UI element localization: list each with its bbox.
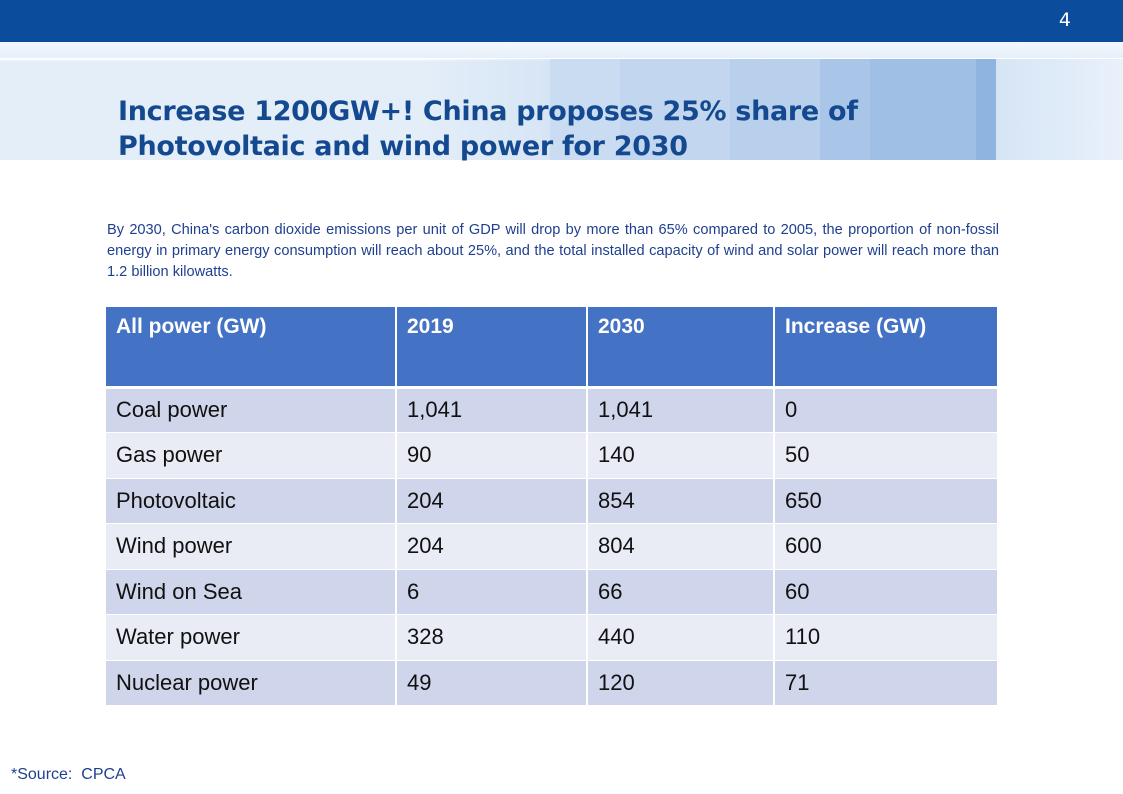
cell-2019: 204 [396, 523, 588, 570]
cell-2019: 49 [396, 660, 588, 706]
cell-type: Coal power [106, 387, 397, 433]
cell-2019: 328 [396, 614, 588, 661]
cell-increase: 0 [774, 387, 997, 433]
cell-2019: 90 [396, 432, 588, 479]
page-title: Increase 1200GW+! China proposes 25% sha… [118, 96, 858, 162]
intro-paragraph: By 2030, China's carbon dioxide emission… [107, 222, 999, 280]
cell-type: Photovoltaic [106, 478, 397, 524]
table-row: Wind power 204 804 600 [106, 523, 997, 570]
cell-type: Wind on Sea [106, 569, 397, 615]
cell-increase: 110 [774, 614, 997, 661]
cell-type: Water power [106, 614, 397, 661]
page-number: 4 [1058, 9, 1071, 31]
cell-2030: 440 [587, 614, 775, 661]
table-row: Water power 328 440 110 [106, 614, 997, 661]
header-2019: 2019 [396, 307, 588, 389]
cell-2030: 140 [587, 432, 775, 479]
power-capacity-table: All power (GW) 2019 2030 Increase (GW) C… [106, 307, 997, 706]
cell-2030: 854 [587, 478, 775, 524]
cell-2019: 204 [396, 478, 588, 524]
table-row: Wind on Sea 6 66 60 [106, 569, 997, 615]
cell-increase: 50 [774, 432, 997, 479]
cell-type: Wind power [106, 523, 397, 570]
table-row: Photovoltaic 204 854 650 [106, 478, 997, 524]
table-row: Gas power 90 140 50 [106, 432, 997, 479]
table-row: Nuclear power 49 120 71 [106, 660, 997, 706]
cell-2030: 804 [587, 523, 775, 570]
cell-increase: 650 [774, 478, 997, 524]
table-row: Coal power 1,041 1,041 0 [106, 387, 997, 433]
header-all-power: All power (GW) [106, 307, 397, 389]
cell-increase: 600 [774, 523, 997, 570]
header-increase: Increase (GW) [774, 307, 997, 389]
source-note: *Source: CPCA [11, 766, 126, 783]
cell-increase: 71 [774, 660, 997, 706]
cell-2019: 1,041 [396, 387, 588, 433]
cell-increase: 60 [774, 569, 997, 615]
cell-type: Nuclear power [106, 660, 397, 706]
header-2030: 2030 [587, 307, 775, 389]
cell-2019: 6 [396, 569, 588, 615]
top-bar [0, 0, 1123, 42]
cell-2030: 1,041 [587, 387, 775, 433]
cell-2030: 66 [587, 569, 775, 615]
cell-type: Gas power [106, 432, 397, 479]
table-header-row: All power (GW) 2019 2030 Increase (GW) [106, 307, 997, 389]
title-banner [0, 42, 1123, 160]
cell-2030: 120 [587, 660, 775, 706]
